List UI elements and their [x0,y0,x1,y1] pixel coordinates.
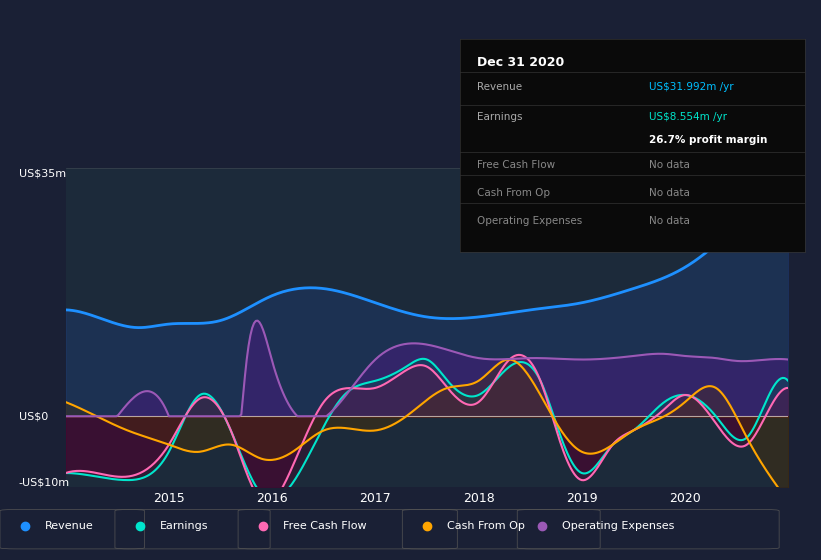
Text: Earnings: Earnings [477,111,522,122]
Text: No data: No data [649,161,690,170]
Text: Operating Expenses: Operating Expenses [562,521,675,531]
Text: 26.7% profit margin: 26.7% profit margin [649,135,768,145]
Text: Dec 31 2020: Dec 31 2020 [477,56,564,69]
Text: Revenue: Revenue [477,82,522,92]
Text: Operating Expenses: Operating Expenses [477,216,582,226]
Text: Earnings: Earnings [160,521,209,531]
Text: No data: No data [649,216,690,226]
Text: US$8.554m /yr: US$8.554m /yr [649,111,727,122]
Text: Free Cash Flow: Free Cash Flow [477,161,555,170]
Text: No data: No data [649,188,690,198]
Text: Cash From Op: Cash From Op [447,521,525,531]
Text: -US$10m: -US$10m [19,477,70,487]
Text: US$31.992m /yr: US$31.992m /yr [649,82,734,92]
Text: US$35m: US$35m [19,168,66,178]
Text: Cash From Op: Cash From Op [477,188,550,198]
Text: Free Cash Flow: Free Cash Flow [283,521,367,531]
Text: US$0: US$0 [19,412,48,421]
Text: Revenue: Revenue [45,521,94,531]
